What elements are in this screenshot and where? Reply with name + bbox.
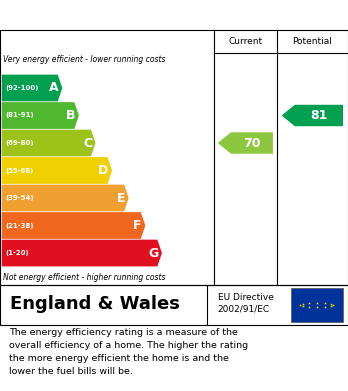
Text: 70: 70 [243,136,261,149]
Polygon shape [2,240,162,266]
Polygon shape [282,105,343,126]
Text: 81: 81 [310,109,327,122]
Text: (21-38): (21-38) [5,222,34,228]
Text: England & Wales: England & Wales [10,295,180,313]
Text: A: A [49,81,59,95]
Text: Very energy efficient - lower running costs: Very energy efficient - lower running co… [3,56,166,65]
Text: The energy efficiency rating is a measure of the
overall efficiency of a home. T: The energy efficiency rating is a measur… [9,328,248,376]
Polygon shape [2,102,79,129]
Text: G: G [148,246,158,260]
Polygon shape [2,130,95,156]
Text: Not energy efficient - higher running costs: Not energy efficient - higher running co… [3,273,166,282]
Bar [291,288,343,322]
Text: Current: Current [228,37,262,46]
Text: (39-54): (39-54) [5,195,34,201]
Text: (55-68): (55-68) [5,167,33,174]
Text: Energy Efficiency Rating: Energy Efficiency Rating [9,7,219,23]
Text: (81-91): (81-91) [5,113,34,118]
Polygon shape [2,212,145,239]
Polygon shape [218,132,273,154]
Polygon shape [2,185,129,212]
Text: (1-20): (1-20) [5,250,29,256]
Text: F: F [133,219,142,232]
Polygon shape [2,75,62,101]
Text: C: C [83,136,92,149]
Text: E: E [117,192,125,204]
Text: D: D [98,164,109,177]
Polygon shape [2,157,112,184]
Text: EU Directive
2002/91/EC: EU Directive 2002/91/EC [218,292,274,314]
Text: Potential: Potential [292,37,332,46]
Text: B: B [66,109,76,122]
Text: (69-80): (69-80) [5,140,34,146]
Text: (92-100): (92-100) [5,85,39,91]
